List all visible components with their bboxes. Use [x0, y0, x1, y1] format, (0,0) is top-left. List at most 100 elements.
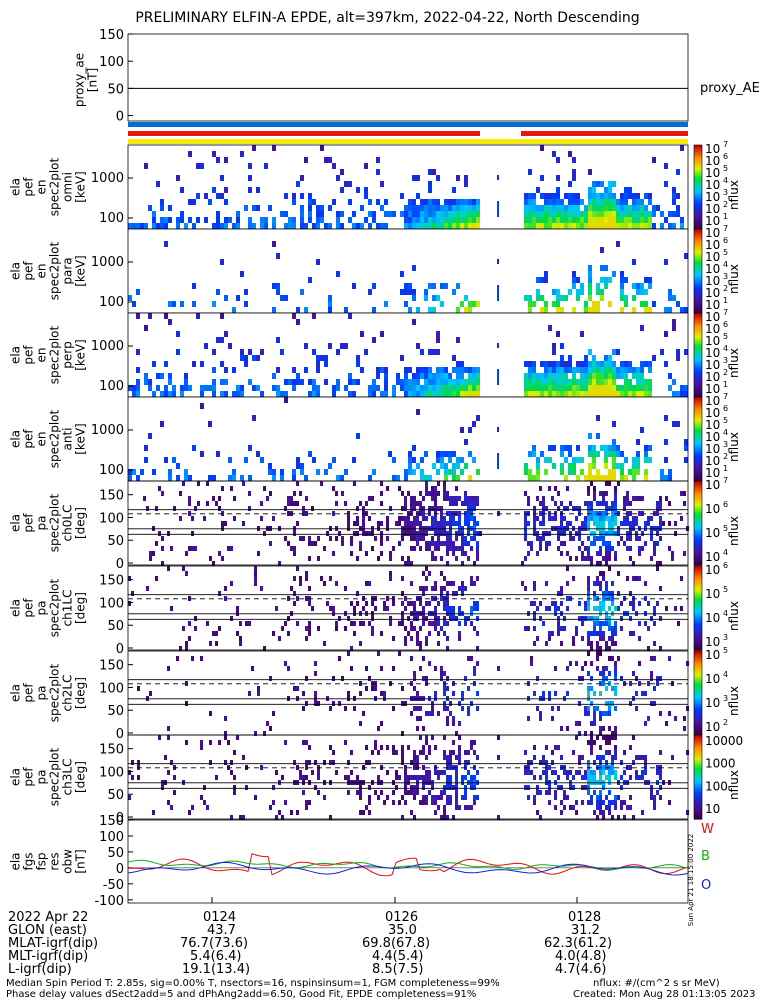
energy-cell: [424, 367, 428, 373]
pitch-cell: [335, 581, 338, 586]
energy-cell: [444, 391, 448, 397]
energy-cell: [528, 385, 532, 391]
energy-cell: [552, 211, 556, 217]
pitch-cell: [602, 681, 605, 686]
energy-cell: [428, 307, 432, 313]
energy-cell: [324, 361, 328, 367]
energy-cell: [352, 283, 356, 289]
pitch-cell: [341, 541, 344, 546]
pitch-cell: [587, 516, 590, 521]
pitch-cell: [410, 581, 413, 586]
pitch-cell: [665, 496, 668, 501]
pitch-panel-0-colorbar-cell: [694, 555, 702, 558]
pitch-cell: [590, 641, 593, 646]
energy-cell: [376, 223, 380, 229]
pitch-cell: [413, 606, 416, 611]
energy-cell: [176, 349, 180, 355]
pitch-cell: [317, 536, 320, 541]
pitch-cell: [230, 546, 233, 551]
pitch-panel-3-colorbar-cell: [694, 775, 702, 778]
pitch-cell: [557, 591, 560, 596]
pitch-cell: [611, 701, 614, 706]
energy-cell: [620, 223, 624, 229]
pitch-cell: [353, 606, 356, 611]
pitch-cell: [455, 591, 458, 596]
pitch-cell: [602, 810, 605, 815]
energy-cell: [436, 199, 440, 205]
energy-panel-1-colorbar-tick-exp: 1: [723, 296, 728, 305]
pitch-cell: [185, 740, 188, 745]
pitch-cell: [440, 556, 443, 561]
energy-panel-0-colorbar-cell: [694, 212, 702, 215]
pitch-cell: [431, 621, 434, 626]
energy-cell: [528, 199, 532, 205]
pitch-cell: [413, 536, 416, 541]
energy-cell: [196, 217, 200, 223]
pitch-cell: [428, 790, 431, 795]
energy-cell: [352, 391, 356, 397]
energy-cell: [384, 211, 388, 217]
pitch-panel-2-colorbar-cell: [694, 691, 702, 694]
energy-panel-0-colorbar-cell: [694, 171, 702, 174]
pitch-cell: [359, 790, 362, 795]
energy-cell: [216, 337, 220, 343]
pitch-cell: [599, 636, 602, 641]
pitch-cell: [650, 516, 653, 521]
pitch-cell: [665, 721, 668, 726]
energy-cell: [596, 211, 600, 217]
energy-panel-3-colorbar-cell: [694, 397, 702, 399]
energy-cell: [600, 379, 604, 385]
pitch-cell: [539, 546, 542, 551]
energy-cell: [380, 205, 384, 211]
energy-cell: [572, 367, 576, 373]
pitch-cell: [260, 586, 263, 591]
energy-cell: [524, 373, 528, 379]
energy-panel-0-colorbar-cell: [694, 220, 702, 223]
fgm-ytick: 150: [99, 814, 124, 829]
energy-cell: [332, 199, 336, 205]
pitch-panel-0-colorbar-cell: [694, 545, 702, 548]
pitch-cell: [446, 496, 449, 501]
pitch-cell: [449, 606, 452, 611]
pitch-cell: [683, 551, 686, 556]
pitch-cell: [437, 521, 440, 526]
energy-cell: [212, 379, 216, 385]
energy-cell: [140, 223, 144, 229]
energy-panel-3-colorbar-cell: [694, 406, 702, 409]
energy-panel-2-colorbar-tick: 10: [705, 322, 720, 336]
energy-cell: [544, 457, 548, 463]
energy-cell: [364, 217, 368, 223]
pitch-cell: [587, 641, 590, 646]
energy-cell: [596, 415, 600, 421]
energy-cell: [612, 361, 616, 367]
pitch-cell: [401, 760, 404, 765]
energy-panel-0-zlabel: nflux: [727, 180, 741, 210]
energy-cell: [460, 391, 464, 397]
fgm-ytick: 100: [99, 830, 124, 845]
pitch-cell: [542, 536, 545, 541]
pitch-cell: [464, 760, 467, 765]
energy-panel-1-colorbar-cell: [694, 289, 702, 292]
energy-cell: [396, 379, 400, 385]
pitch-panel-0-ylabel-line: spec2plot: [48, 493, 62, 552]
pitch-cell: [455, 486, 458, 491]
energy-cell: [456, 361, 460, 367]
energy-cell: [620, 217, 624, 223]
energy-cell: [468, 379, 472, 385]
energy-panel-2-colorbar-cell: [694, 320, 702, 322]
pitch-cell: [461, 561, 464, 566]
pitch-cell: [422, 496, 425, 501]
energy-cell: [544, 373, 548, 379]
pitch-cell: [653, 541, 656, 546]
pitch-cell: [527, 795, 530, 800]
pitch-cell: [593, 591, 596, 596]
energy-cell: [676, 301, 680, 307]
pitch-cell: [563, 770, 566, 775]
energy-cell: [404, 205, 408, 211]
energy-cell: [428, 169, 432, 175]
energy-panel-1-colorbar-cell: [694, 285, 702, 287]
energy-panel-1-colorbar-cell: [694, 237, 702, 240]
pitch-cell: [671, 755, 674, 760]
energy-panel-0-colorbar-cell: [694, 178, 702, 181]
energy-cell: [152, 217, 156, 223]
